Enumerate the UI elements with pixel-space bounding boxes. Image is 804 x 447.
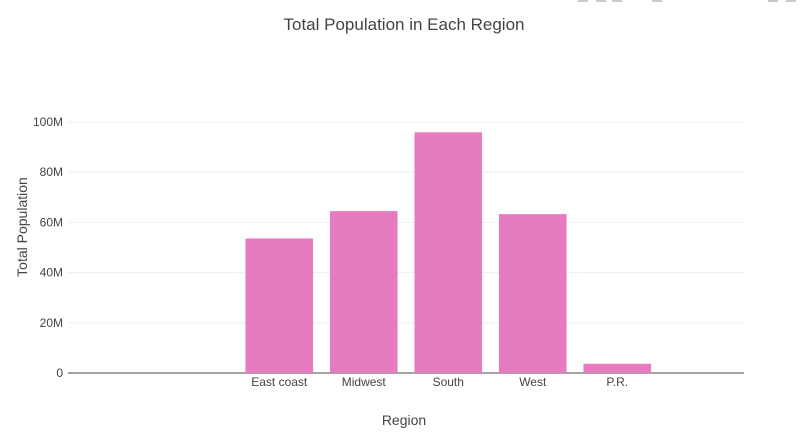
y-tick-label: 100M (33, 115, 63, 129)
bar-east-coast[interactable] (245, 238, 314, 373)
reset-axes-icon[interactable] (652, 0, 662, 2)
x-tick-label: Midwest (342, 375, 387, 389)
bar-midwest[interactable] (329, 211, 398, 373)
x-tick-label: P.R. (606, 375, 628, 389)
autoscale-icon[interactable] (612, 0, 622, 2)
y-tick-label: 20M (40, 316, 63, 330)
hover-closest-icon[interactable] (786, 0, 796, 2)
y-tick-label: 60M (40, 215, 63, 229)
y-tick-label: 40M (40, 266, 63, 280)
y-tick-label: 80M (40, 165, 63, 179)
x-axis-title: Region (382, 412, 426, 428)
x-tick-label: South (433, 375, 464, 389)
y-axis-ticks: 0 20M 40M 60M 80M 100M (33, 115, 63, 380)
x-axis-ticks: East coast Midwest South West P.R. (251, 375, 628, 389)
zoom-out-icon[interactable] (596, 0, 606, 2)
zoom-in-icon[interactable] (578, 0, 588, 2)
chart-title: Total Population in Each Region (284, 15, 525, 34)
gridlines (68, 121, 744, 374)
y-axis-title: Total Population (14, 177, 30, 277)
bar-series (245, 132, 652, 373)
bar-west[interactable] (498, 214, 567, 373)
compare-data-icon[interactable] (768, 0, 778, 2)
modebar[interactable] (578, 0, 796, 2)
y-tick-label: 0 (56, 366, 63, 380)
x-tick-label: West (519, 375, 547, 389)
bar-south[interactable] (414, 132, 483, 373)
x-tick-label: East coast (251, 375, 308, 389)
bar-p-r[interactable] (583, 363, 652, 373)
